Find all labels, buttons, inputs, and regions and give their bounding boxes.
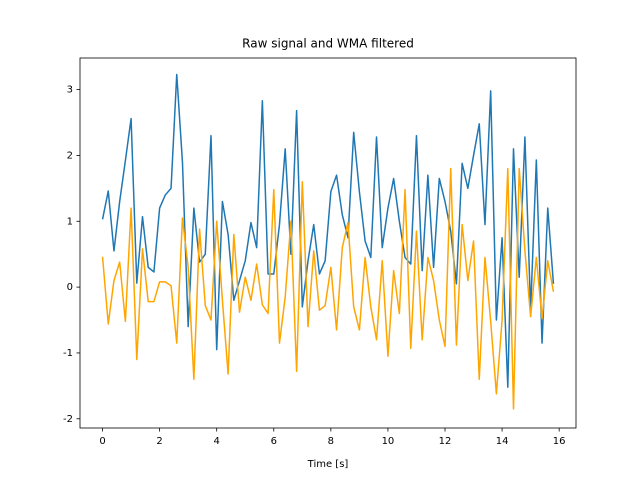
- x-axis-label: Time [s]: [307, 459, 349, 470]
- x-tick-label: 14: [496, 436, 509, 447]
- x-tick-label: 4: [214, 436, 220, 447]
- x-tick-label: 12: [439, 436, 452, 447]
- x-tick-label: 6: [271, 436, 277, 447]
- x-tick-label: 16: [553, 436, 566, 447]
- chart-title: Raw signal and WMA filtered: [242, 37, 414, 51]
- y-tick-label: 3: [67, 85, 73, 96]
- x-tick-label: 0: [99, 436, 105, 447]
- y-tick-label: 2: [67, 150, 73, 161]
- y-tick-label: -2: [63, 414, 73, 425]
- plot-frame: [79, 57, 577, 429]
- y-tick-label: -1: [63, 348, 73, 359]
- x-tick-label: 2: [156, 436, 162, 447]
- x-tick-label: 10: [382, 436, 395, 447]
- data-line: [101, 167, 555, 410]
- y-tick-label: 0: [67, 282, 73, 293]
- y-tick-label: 1: [67, 216, 73, 227]
- x-tick-label: 8: [328, 436, 334, 447]
- data-line: [101, 73, 555, 388]
